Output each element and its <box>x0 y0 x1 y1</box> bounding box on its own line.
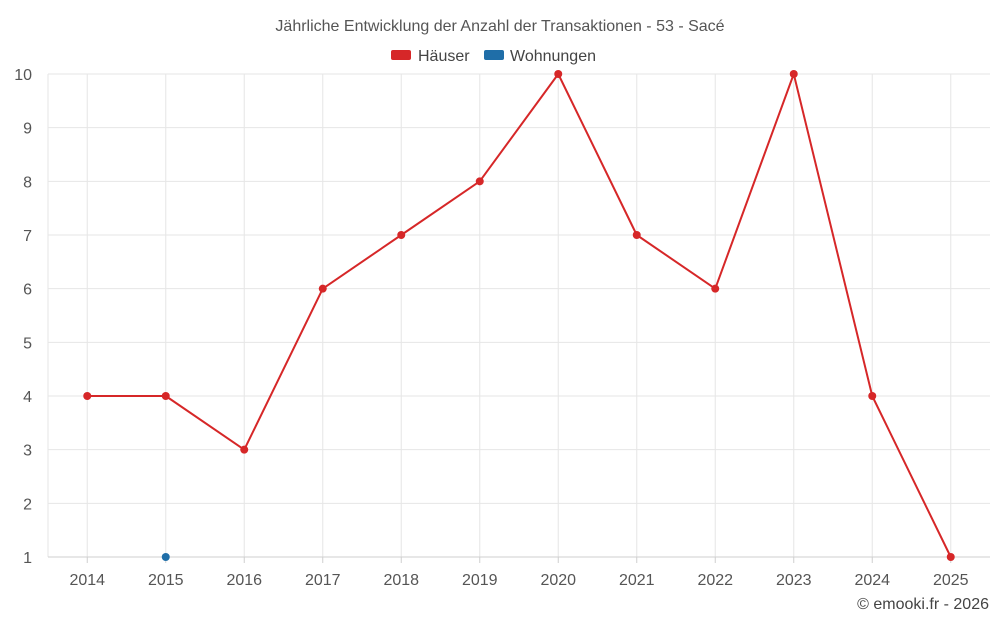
legend-label-haeuser: Häuser <box>418 48 470 65</box>
legend-swatch-wohnungen <box>484 50 504 60</box>
legend-item-haeuser[interactable]: Häuser <box>391 48 470 65</box>
y-tick-label: 4 <box>23 389 32 406</box>
x-tick-label: 2015 <box>148 572 184 589</box>
y-tick-label: 7 <box>23 228 32 245</box>
data-point-haeuser[interactable] <box>475 177 484 186</box>
data-point-haeuser[interactable] <box>946 553 955 561</box>
x-tick-label: 2020 <box>540 572 576 589</box>
x-tick-label: 2016 <box>226 572 262 589</box>
y-tick-label: 3 <box>23 443 32 460</box>
x-tick-label: 2019 <box>462 572 498 589</box>
data-point-haeuser[interactable] <box>83 392 92 400</box>
series-layer <box>83 70 955 561</box>
y-tick-label: 8 <box>23 174 32 191</box>
data-point-haeuser[interactable] <box>711 284 720 293</box>
data-point-wohnungen[interactable] <box>161 553 170 561</box>
x-tick-label: 2025 <box>933 572 969 589</box>
x-tick-label: 2024 <box>854 572 890 589</box>
credit-text: © emooki.fr - 2026 <box>857 596 989 613</box>
x-tick-label: 2021 <box>619 572 655 589</box>
x-axis: 2014 2015 2016 2017 2018 2019 2020 2021 2022 2023… <box>48 556 990 589</box>
data-point-haeuser[interactable] <box>240 445 249 454</box>
y-tick-label: 2 <box>23 496 32 513</box>
grid <box>48 73 990 558</box>
data-point-haeuser[interactable] <box>868 392 877 400</box>
data-point-haeuser[interactable] <box>789 70 798 78</box>
legend-swatch-haeuser <box>391 50 411 60</box>
x-tick-label: 2014 <box>69 572 105 589</box>
legend-item-wohnungen[interactable]: Wohnungen <box>484 48 596 65</box>
legend-label-wohnungen: Wohnungen <box>510 48 596 65</box>
legend: Häuser Wohnungen <box>391 48 596 65</box>
y-axis: 1 2 3 4 5 6 7 8 9 10 <box>14 67 49 567</box>
data-point-haeuser[interactable] <box>397 231 406 239</box>
x-tick-label: 2017 <box>305 572 341 589</box>
x-tick-label: 2018 <box>383 572 419 589</box>
x-tick-label: 2022 <box>697 572 733 589</box>
y-tick-label: 5 <box>23 335 32 352</box>
y-tick-label: 9 <box>23 121 32 138</box>
x-tick-label: 2023 <box>776 572 812 589</box>
data-point-haeuser[interactable] <box>554 70 563 78</box>
y-tick-label: 6 <box>23 282 32 299</box>
y-tick-label: 1 <box>23 550 32 567</box>
data-point-haeuser[interactable] <box>161 392 170 400</box>
y-tick-label: 10 <box>14 67 32 84</box>
data-point-haeuser[interactable] <box>632 231 641 239</box>
series-line-haeuser <box>87 73 952 558</box>
chart-title: Jährliche Entwicklung der Anzahl der Tra… <box>275 18 724 35</box>
data-point-haeuser[interactable] <box>318 284 327 293</box>
